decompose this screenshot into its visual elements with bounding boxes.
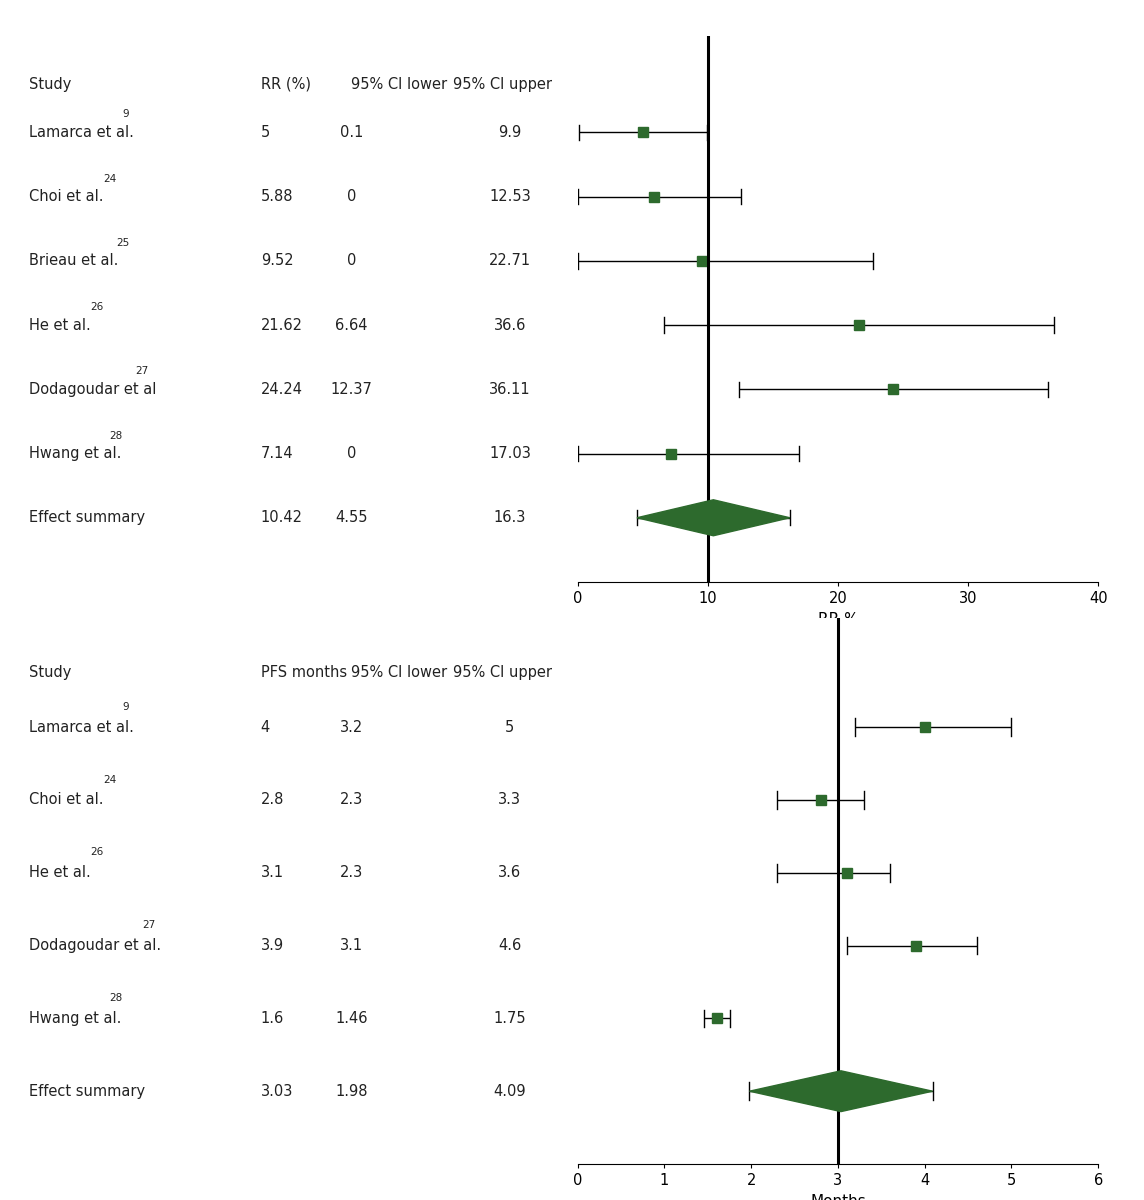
Text: 27: 27 <box>142 920 156 930</box>
Text: 4.09: 4.09 <box>493 1084 526 1099</box>
X-axis label: Months: Months <box>810 1194 866 1200</box>
Text: 0: 0 <box>347 446 356 461</box>
Text: Dodagoudar et al: Dodagoudar et al <box>29 382 156 397</box>
Text: 21.62: 21.62 <box>261 318 303 332</box>
Text: 3.3: 3.3 <box>499 792 522 808</box>
Text: 3.03: 3.03 <box>261 1084 293 1099</box>
Text: 3.1: 3.1 <box>340 938 363 953</box>
Text: 5: 5 <box>506 720 515 734</box>
Text: 95% CI lower: 95% CI lower <box>351 665 447 680</box>
Text: 25: 25 <box>116 238 129 248</box>
Text: Study: Study <box>29 665 71 680</box>
Text: 24: 24 <box>103 775 117 785</box>
Text: 95% CI upper: 95% CI upper <box>453 77 553 91</box>
Text: 26: 26 <box>90 302 103 312</box>
X-axis label: RR %: RR % <box>818 612 858 626</box>
Text: 36.6: 36.6 <box>494 318 526 332</box>
Text: 0.1: 0.1 <box>340 125 363 140</box>
Text: Dodagoudar et al.: Dodagoudar et al. <box>29 938 160 953</box>
Text: 3.2: 3.2 <box>340 720 363 734</box>
Text: RR (%): RR (%) <box>261 77 311 91</box>
Text: He et al.: He et al. <box>29 865 90 881</box>
Polygon shape <box>749 1070 932 1111</box>
Text: 26: 26 <box>90 847 103 858</box>
Text: Choi et al.: Choi et al. <box>29 792 103 808</box>
Text: 12.37: 12.37 <box>331 382 372 397</box>
Text: 95% CI lower: 95% CI lower <box>351 77 447 91</box>
Text: 1.6: 1.6 <box>261 1010 284 1026</box>
Text: 0: 0 <box>347 190 356 204</box>
Text: 17.03: 17.03 <box>488 446 531 461</box>
Text: Effect summary: Effect summary <box>29 1084 144 1099</box>
Text: 24.24: 24.24 <box>261 382 303 397</box>
Text: 27: 27 <box>136 366 149 377</box>
Text: 1.46: 1.46 <box>335 1010 367 1026</box>
Text: 95% CI upper: 95% CI upper <box>453 665 553 680</box>
Text: 9.9: 9.9 <box>499 125 522 140</box>
Text: Hwang et al.: Hwang et al. <box>29 446 121 461</box>
Text: 2.3: 2.3 <box>340 865 363 881</box>
Text: 6.64: 6.64 <box>335 318 367 332</box>
Text: Lamarca et al.: Lamarca et al. <box>29 720 134 734</box>
Text: 7.14: 7.14 <box>261 446 293 461</box>
Text: 9: 9 <box>122 109 129 119</box>
Polygon shape <box>637 499 789 535</box>
Text: 4.55: 4.55 <box>335 510 367 526</box>
Text: Study: Study <box>29 77 71 91</box>
Text: 5.88: 5.88 <box>261 190 293 204</box>
Text: 10.42: 10.42 <box>261 510 303 526</box>
Text: 3.6: 3.6 <box>499 865 522 881</box>
Text: Effect summary: Effect summary <box>29 510 144 526</box>
Text: 12.53: 12.53 <box>488 190 531 204</box>
Text: 2.8: 2.8 <box>261 792 284 808</box>
Text: 3.1: 3.1 <box>261 865 284 881</box>
Text: 22.71: 22.71 <box>488 253 531 269</box>
Text: Lamarca et al.: Lamarca et al. <box>29 125 134 140</box>
Text: 0: 0 <box>347 253 356 269</box>
Text: 28: 28 <box>110 994 122 1003</box>
Text: 4: 4 <box>261 720 270 734</box>
Text: 1.98: 1.98 <box>335 1084 367 1099</box>
Text: Choi et al.: Choi et al. <box>29 190 103 204</box>
Text: 16.3: 16.3 <box>494 510 526 526</box>
Text: He et al.: He et al. <box>29 318 90 332</box>
Text: 4.6: 4.6 <box>499 938 522 953</box>
Text: 5: 5 <box>261 125 270 140</box>
Text: 2.3: 2.3 <box>340 792 363 808</box>
Text: 9: 9 <box>122 702 129 712</box>
Text: 28: 28 <box>110 431 122 440</box>
Text: 36.11: 36.11 <box>490 382 531 397</box>
Text: 24: 24 <box>103 174 117 184</box>
Text: 9.52: 9.52 <box>261 253 293 269</box>
Text: 3.9: 3.9 <box>261 938 284 953</box>
Text: Brieau et al.: Brieau et al. <box>29 253 118 269</box>
Text: 1.75: 1.75 <box>493 1010 526 1026</box>
Text: Hwang et al.: Hwang et al. <box>29 1010 121 1026</box>
Text: PFS months: PFS months <box>261 665 347 680</box>
